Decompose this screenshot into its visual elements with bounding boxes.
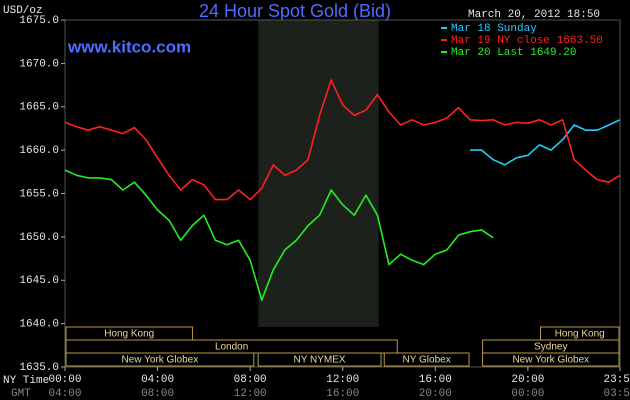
x-tick-label: 00:00	[48, 374, 81, 386]
x-tick-label: 08:00	[234, 374, 267, 386]
x-tick-label: 20:00	[511, 374, 544, 386]
price-line	[470, 119, 621, 166]
legend-label: Mar 18 Sunday	[451, 23, 537, 35]
x2-tick-label: 03:59	[603, 388, 630, 400]
session-label: London	[215, 342, 248, 353]
legend-label: Mar 19 NY close 1663.50	[451, 35, 603, 47]
session-label: New York Globex	[122, 355, 199, 366]
session-label: NY NYMEX	[294, 355, 346, 366]
price-line	[64, 79, 621, 201]
session-label: Hong Kong	[555, 329, 605, 340]
y-axis-label: USD/oz	[3, 5, 43, 17]
nymex-shade	[258, 20, 379, 327]
x2-tick-label: 08:00	[141, 388, 174, 400]
x-tick-label: 23:59	[603, 374, 630, 386]
y-tick-label: 1670.0	[19, 58, 59, 70]
session-box	[482, 352, 620, 367]
timestamp: March 20, 2012 18:50	[468, 9, 600, 21]
x-tick-label: 12:00	[326, 374, 359, 386]
y-tick-label: 1650.0	[19, 232, 59, 244]
session-label: NY Globex	[403, 355, 451, 366]
y-tick-label: 1640.0	[19, 319, 59, 331]
x-tick-label: 16:00	[419, 374, 452, 386]
session-box	[383, 352, 470, 367]
y-tick-label: 1675.0	[19, 15, 59, 27]
y-tick-label: 1655.0	[19, 188, 59, 200]
x-tick-label: 04:00	[141, 374, 174, 386]
x2-tick-label: 16:00	[326, 388, 359, 400]
x2-tick-label: 04:00	[48, 388, 81, 400]
price-line	[64, 169, 494, 302]
session-box	[65, 352, 255, 367]
y-tick-label: 1660.0	[19, 145, 59, 157]
y-tick-label: 1665.0	[19, 102, 59, 114]
y-tick-label: 1645.0	[19, 275, 59, 287]
chart-title: 24 Hour Spot Gold (Bid)	[199, 1, 391, 21]
subtitle: www.kitco.com	[67, 37, 191, 56]
x2-axis-label: GMT	[11, 388, 31, 400]
y-tick-label: 1635.0	[19, 362, 59, 374]
session-box	[257, 352, 382, 367]
session-label: Sydney	[534, 342, 567, 353]
session-label: Hong Kong	[104, 329, 154, 340]
x2-tick-label: 12:00	[234, 388, 267, 400]
x2-tick-label: 00:00	[511, 388, 544, 400]
legend-label: Mar 20 Last 1649.20	[451, 47, 576, 59]
x-axis-label: NY Time	[3, 375, 49, 387]
x2-tick-label: 20:00	[419, 388, 452, 400]
session-label: New York Globex	[512, 355, 589, 366]
